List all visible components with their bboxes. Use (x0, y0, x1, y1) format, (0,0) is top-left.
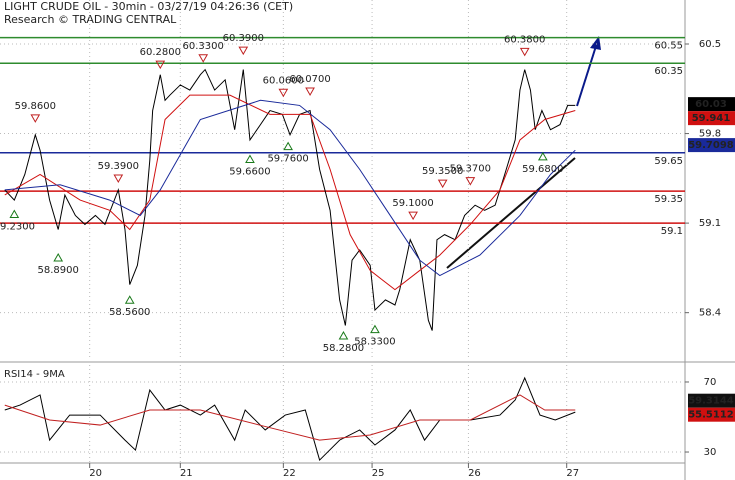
pivot-marker (537, 151, 548, 161)
pivot-marker (124, 295, 135, 304)
pivot-label: 58.2800 (323, 343, 364, 354)
pivot-marker (370, 324, 380, 334)
pivot-marker (238, 46, 249, 56)
y-tick-label: 70 (704, 377, 717, 388)
forecast-arrow (576, 45, 597, 107)
y-tick-label: 59.1 (699, 218, 721, 229)
pivot-label: 60.3900 (223, 33, 264, 44)
last-value-label: 59.3144 (688, 396, 734, 407)
pivot-marker (53, 252, 64, 262)
series-line (4, 376, 576, 462)
pivot-marker (338, 331, 349, 340)
x-tick-label: 20 (89, 468, 102, 479)
pivot-marker (437, 179, 448, 189)
series-line (4, 394, 576, 441)
level-label: 60.35 (654, 66, 683, 77)
pivot-label: 60.0700 (289, 74, 330, 85)
pivot-label: 59.8600 (15, 101, 56, 112)
x-tick-label: 27 (566, 468, 579, 479)
pivot-label: 58.8900 (38, 265, 79, 276)
last-value-box (688, 393, 735, 408)
last-value-box (688, 97, 735, 112)
last-value-box (688, 407, 735, 422)
trend-line (446, 157, 576, 269)
indicator-title: RSI14 - 9MA (4, 369, 65, 380)
arrow-head (590, 36, 601, 50)
x-tick-label: 21 (180, 468, 193, 479)
x-tick-label: 26 (468, 468, 481, 479)
chart-subtitle: Research © TRADING CENTRAL (4, 13, 177, 26)
pivot-label: 60.0600 (263, 75, 304, 86)
pivot-label: 60.3800 (504, 34, 545, 45)
pivot-marker (113, 174, 124, 184)
pivot-label: 59.2300 (0, 221, 35, 232)
level-label: 59.35 (654, 194, 683, 205)
y-tick-label: 58.4 (699, 308, 721, 319)
pivot-label: 58.5600 (109, 307, 150, 318)
pivot-label: 60.2800 (140, 47, 181, 58)
last-value-box (688, 111, 735, 126)
pivot-label: 59.1000 (392, 198, 433, 209)
x-tick-label: 22 (283, 468, 296, 479)
level-label: 60.55 (654, 41, 683, 52)
pivot-label: 59.3900 (98, 161, 139, 172)
last-value-label: 60.03 (695, 99, 727, 110)
pivot-label: 58.3300 (354, 337, 395, 348)
pivot-marker (408, 211, 418, 221)
pivot-label: 59.3500 (422, 166, 463, 177)
y-tick-label: 60.5 (699, 39, 721, 50)
pivot-marker (283, 141, 293, 151)
pivot-marker (155, 60, 166, 70)
pivot-marker (465, 177, 476, 186)
series-line (4, 68, 576, 331)
y-tick-label: 59.8 (699, 129, 721, 140)
pivot-label: 59.3700 (450, 164, 491, 175)
series-line (4, 94, 576, 291)
y-tick-label: 30 (704, 447, 717, 458)
pivot-label: 59.6800 (522, 164, 563, 175)
pivot-label: 59.6600 (229, 166, 270, 177)
level-label: 59.65 (654, 156, 683, 167)
pivot-marker (9, 209, 20, 218)
pivot-label: 60.3300 (183, 41, 224, 52)
level-label: 59.1 (661, 226, 683, 237)
pivot-marker (305, 87, 315, 97)
last-value-label: 55.5112 (688, 410, 734, 421)
x-tick-label: 25 (372, 468, 385, 479)
last-value-label: 59.941 (692, 113, 731, 124)
chart-title: LIGHT CRUDE OIL - 30min - 03/27/19 04:26… (4, 0, 293, 13)
pivot-marker (245, 154, 255, 163)
last-value-box (688, 138, 735, 153)
pivot-label: 59.7600 (267, 154, 308, 165)
pivot-marker (198, 54, 209, 63)
pivot-marker (30, 114, 41, 123)
series-line (4, 99, 576, 277)
last-value-label: 59.7098 (688, 140, 734, 151)
pivot-marker (278, 88, 289, 98)
pivot-marker (519, 47, 530, 57)
